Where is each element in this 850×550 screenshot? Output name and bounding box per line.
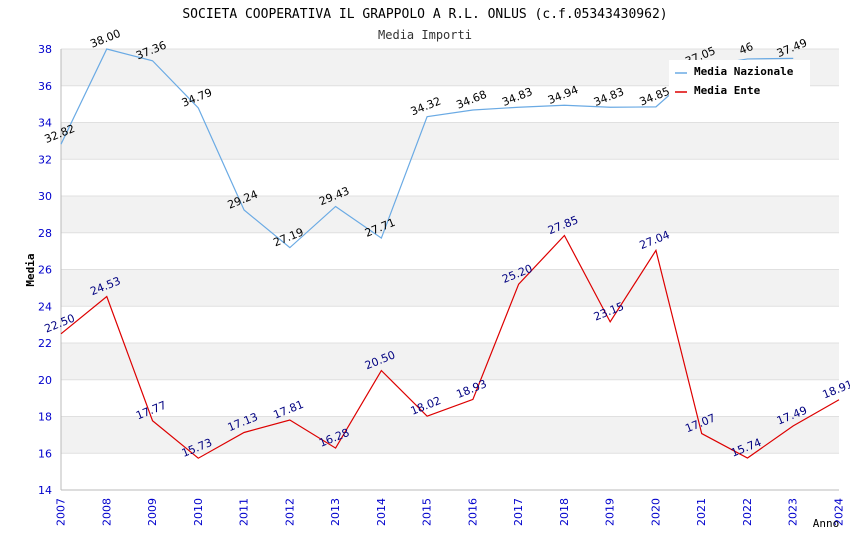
x-tick-label: 2022 [741,498,754,526]
chart-title: SOCIETA COOPERATIVA IL GRAPPOLO A R.L. O… [182,7,667,22]
y-tick-label: 32 [38,153,52,166]
y-tick-label: 36 [38,80,52,93]
x-tick-label: 2024 [833,498,846,526]
grid-lines [61,48,839,491]
data-label-media-ente: 18.91 [821,378,850,402]
y-tick-label: 24 [38,300,52,313]
x-tick-label: 2016 [466,498,479,526]
series-line-media-ente [60,234,840,459]
x-tick-label: 2009 [146,498,159,526]
y-tick-label: 14 [38,484,52,497]
series-lines [60,48,840,459]
x-tick-label: 2014 [375,498,388,526]
legend-box [669,60,810,100]
y-tick-label: 34 [38,117,52,130]
grid-band [61,416,839,454]
data-label-media-nazionale: 34.83 [592,85,626,109]
x-tick-label: 2008 [100,498,113,526]
x-tick-label: 2015 [421,498,434,526]
background-bands [61,49,839,454]
grid-band [61,196,839,233]
data-label-media-nazionale: 38.00 [88,27,122,51]
x-tick-label: 2023 [787,498,800,526]
grid-band [61,269,839,307]
legend-item-media-nazionale: Media Nazionale [694,65,794,78]
x-axis-label: Anno [813,517,840,530]
data-label-media-nazionale: 34.85 [638,85,672,109]
x-tick-label: 2020 [649,498,662,526]
y-tick-label: 28 [38,227,52,240]
grid-band [61,343,839,380]
data-label-media-ente: 22.50 [43,312,77,336]
legend-item-media-ente: Media Ente [694,84,761,97]
y-tick-label: 22 [38,337,52,350]
y-tick-label: 20 [38,374,52,387]
y-tick-label: 38 [38,43,52,56]
x-tick-label: 2019 [604,498,617,526]
x-tick-label: 2013 [329,498,342,526]
y-tick-label: 16 [38,447,52,460]
grid-band [61,122,839,160]
y-tick-labels: 14 16 18 20 22 24 26 28 30 32 34 36 38 [38,43,52,497]
y-axis-label: Media [24,253,37,286]
data-label-media-nazionale: 46 [737,40,755,57]
chart-subtitle: Media Importi [378,28,472,42]
x-tick-label: 2011 [238,498,251,526]
data-label-media-nazionale: 34.68 [455,88,489,112]
y-tick-label: 18 [38,411,52,424]
x-tick-label: 2018 [558,498,571,526]
y-tick-label: 30 [38,190,52,203]
legend: Media Nazionale Media Ente [669,60,810,100]
y-tick-label: 26 [38,264,52,277]
x-tick-label: 2021 [695,498,708,526]
x-tick-label: 2007 [55,498,68,526]
x-tick-label: 2012 [283,498,296,526]
data-label-media-nazionale: 34.83 [500,85,534,109]
x-tick-label: 2017 [512,498,525,526]
x-tick-label: 2010 [192,498,205,526]
data-label-media-ente: 18.93 [455,377,489,401]
data-label-media-nazionale: 34.94 [546,83,580,107]
x-tick-labels: 2007 2008 2009 2010 2011 2012 2013 2014 2015 2016… [55,498,846,526]
